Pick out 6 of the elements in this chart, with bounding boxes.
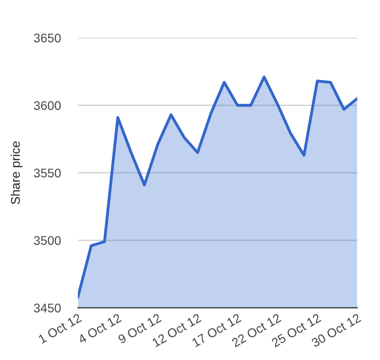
y-tick-label: 3450 <box>34 304 61 312</box>
y-tick-label: 3600 <box>34 101 61 110</box>
y-tick-label: 3650 <box>34 34 61 42</box>
y-tick-label: 3500 <box>34 236 61 245</box>
y-axis-title: Share price <box>10 141 22 204</box>
y-tick-label: 3550 <box>34 168 61 178</box>
